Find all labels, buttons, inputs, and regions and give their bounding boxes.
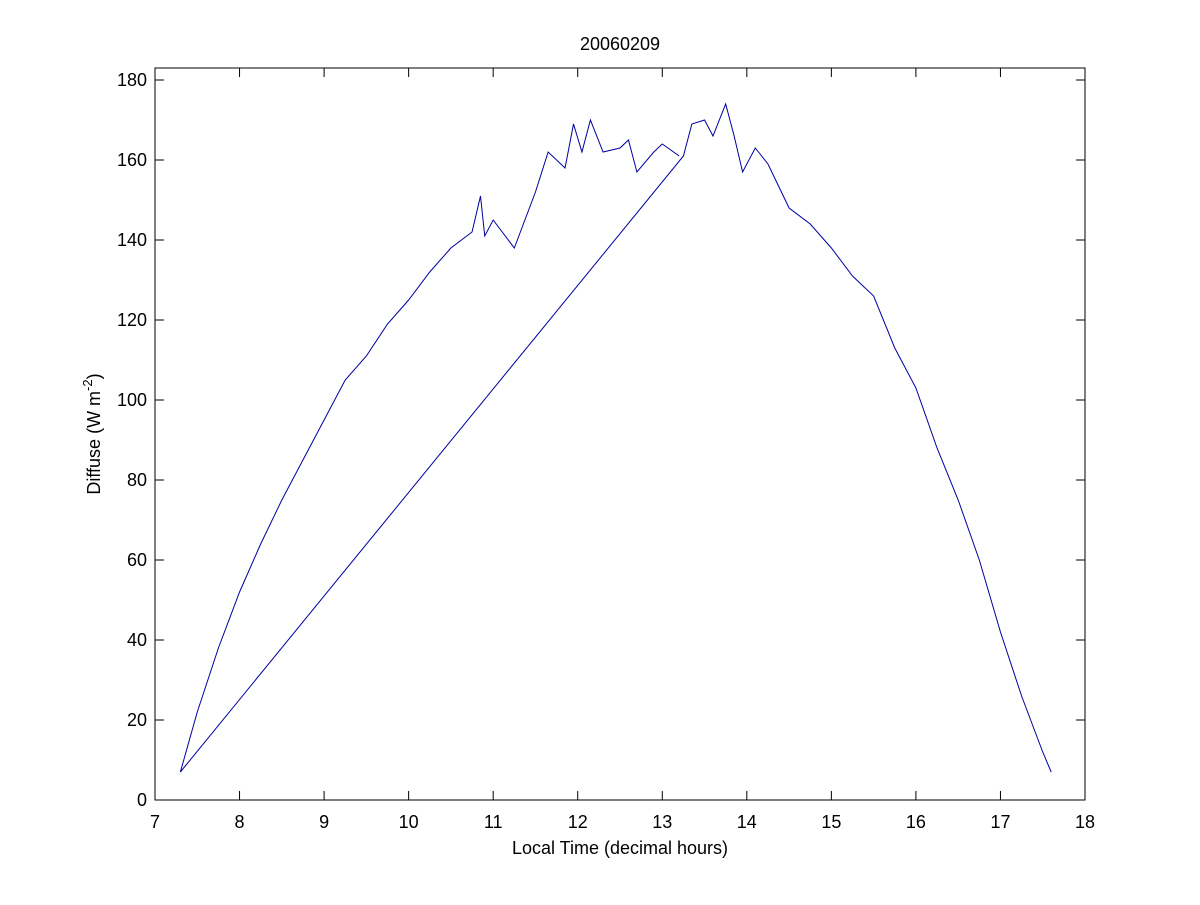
y-axis-label: Diffuse (W m-2) xyxy=(80,373,104,494)
x-tick-label: 11 xyxy=(484,812,503,832)
data-line xyxy=(179,102,1052,773)
y-tick-label: 0 xyxy=(137,790,147,810)
chart-title: 20060209 xyxy=(580,34,660,54)
y-tick-label: 40 xyxy=(127,630,147,650)
y-label-end: ) xyxy=(84,373,104,379)
y-label-text: Diffuse (W m xyxy=(84,391,104,495)
x-tick-label: 10 xyxy=(399,812,419,832)
y-tick-label: 180 xyxy=(117,70,147,90)
y-label-sup: -2 xyxy=(80,379,95,391)
y-tick-label: 20 xyxy=(127,710,147,730)
x-tick-label: 12 xyxy=(568,812,588,832)
x-tick-label: 18 xyxy=(1075,812,1095,832)
x-tick-label: 9 xyxy=(319,812,329,832)
y-tick-label: 120 xyxy=(117,310,147,330)
axes-box xyxy=(154,67,1086,801)
x-tick-label: 7 xyxy=(150,812,160,832)
x-tick-label: 14 xyxy=(737,812,757,832)
y-tick-label: 160 xyxy=(117,150,147,170)
x-tick-label: 13 xyxy=(652,812,672,832)
x-tick-label: 15 xyxy=(821,812,841,832)
y-tick-label: 60 xyxy=(127,550,147,570)
x-tick-label: 8 xyxy=(235,812,245,832)
x-tick-label: 16 xyxy=(906,812,926,832)
y-tick-label: 80 xyxy=(127,470,147,490)
x-axis-label: Local Time (decimal hours) xyxy=(512,838,728,858)
x-tick-label: 17 xyxy=(990,812,1010,832)
y-tick-label: 100 xyxy=(117,390,147,410)
y-tick-label: 140 xyxy=(117,230,147,250)
